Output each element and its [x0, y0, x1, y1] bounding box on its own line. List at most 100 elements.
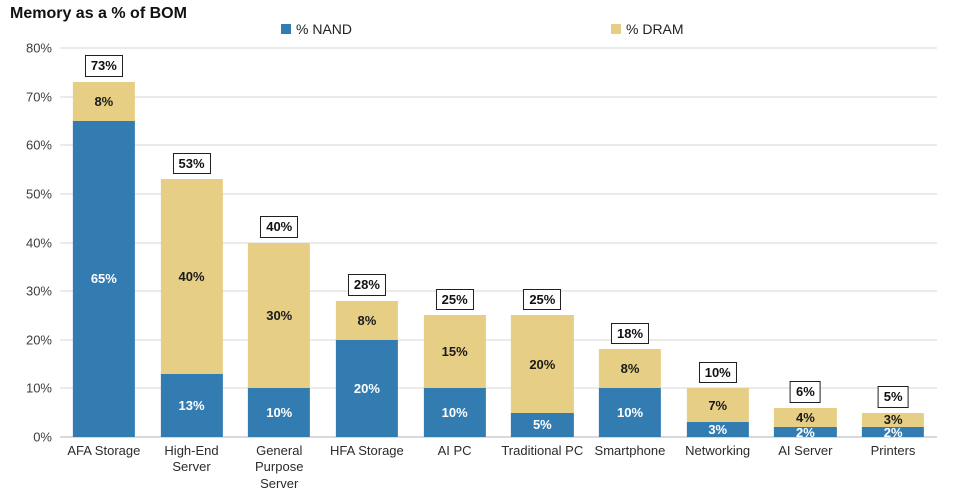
- bar-segment-dram: 7%: [686, 388, 749, 423]
- plot-area: 65% 8% 73% 13% 40% 53% 10% 30% 40% 20% 8% 28% 10% 15%…: [60, 47, 937, 438]
- x-axis-category-label-printers: Printers: [870, 443, 916, 458]
- bar-segment-nand: 2%: [774, 427, 837, 437]
- total-value-label: 18%: [611, 322, 650, 345]
- nand-value-label: 2%: [796, 427, 815, 437]
- bar-stack: 13% 40%: [160, 48, 223, 437]
- total-value-label: 6%: [790, 381, 821, 403]
- dram-value-label: 8%: [94, 93, 114, 109]
- nand-value-label: 20%: [353, 380, 380, 396]
- dram-legend-swatch-icon: [611, 24, 621, 34]
- gridline-60: [60, 144, 937, 147]
- x-axis-category-label-networking: Networking: [685, 443, 751, 458]
- gridline-30: [60, 290, 937, 293]
- x-axis: AFA Storage High-End Server General Purpos…: [60, 443, 937, 492]
- bar-segment-dram: 8%: [598, 349, 662, 389]
- dram-value-label: 3%: [883, 412, 903, 428]
- total-value-label: 25%: [435, 288, 474, 311]
- dram-value-label: 15%: [441, 344, 468, 360]
- bar-stack: 2% 3%: [862, 48, 925, 437]
- bar-stack: 5% 20%: [511, 48, 574, 437]
- total-value-label: 25%: [523, 288, 562, 311]
- gridline-20: [60, 338, 937, 341]
- bar-group-traditional-pc: 5% 20% 25%: [499, 48, 587, 437]
- y-axis-tick-label-50: 50%: [25, 186, 52, 202]
- bar-group-ai-server: 2% 4% 6%: [762, 48, 850, 437]
- bar-segment-nand: 2%: [862, 427, 925, 437]
- dram-value-label: 8%: [620, 361, 640, 377]
- legend-label-nand: % NAND: [296, 21, 353, 37]
- y-axis-tick-label-60: 60%: [25, 137, 52, 153]
- bar-stack: 10% 30%: [248, 48, 311, 437]
- bar-segment-nand: 10%: [248, 388, 311, 437]
- nand-value-label: 65%: [90, 271, 117, 287]
- legend-item-nand: % NAND: [281, 21, 352, 37]
- total-value-label: 5%: [877, 386, 909, 408]
- nand-value-label: 10%: [617, 405, 644, 421]
- total-value-label: 73%: [84, 55, 123, 78]
- bar-segment-nand: 13%: [160, 373, 223, 437]
- y-axis-tick-label-30: 30%: [25, 283, 52, 299]
- y-axis-tick-label-10: 10%: [25, 380, 52, 396]
- bar-segment-dram: 40%: [160, 179, 223, 374]
- legend-item-dram: % DRAM: [611, 21, 684, 37]
- total-value-label: 53%: [172, 152, 211, 175]
- bar-segment-nand: 3%: [686, 422, 749, 437]
- x-axis-category-label-traditional-pc: Traditional PC: [501, 443, 584, 458]
- dram-value-label: 30%: [266, 307, 293, 323]
- nand-value-label: 5%: [532, 417, 552, 433]
- x-axis-category-label-general-purpose-server: General Purpose Server: [255, 443, 304, 491]
- bar-segment-dram: 20%: [511, 315, 574, 413]
- nand-value-label: 10%: [441, 405, 468, 421]
- nand-legend-swatch-icon: [281, 24, 291, 34]
- dram-value-label: 7%: [708, 397, 728, 413]
- bar-stack: 65% 8%: [72, 48, 135, 437]
- bar-group-ai-pc: 10% 15% 25%: [411, 48, 499, 437]
- x-axis-category-label-smartphone: Smartphone: [594, 443, 666, 458]
- chart-title: Memory as a % of BOM: [10, 5, 187, 22]
- bar-segment-dram: 15%: [423, 315, 486, 389]
- nand-value-label: 10%: [266, 405, 293, 421]
- bar-group-smartphone: 10% 8% 18%: [586, 48, 674, 437]
- y-axis-tick-label-0: 0%: [33, 429, 52, 445]
- bar-segment-dram: 3%: [862, 412, 925, 428]
- bar-segment-nand: 10%: [598, 388, 662, 437]
- x-axis-category-label-hfa-storage: HFA Storage: [330, 443, 404, 458]
- bar-stack: 10% 15%: [423, 48, 486, 437]
- x-axis-category-label-high-end-server: High-End Server: [164, 443, 219, 475]
- x-axis-category-label-ai-pc: AI PC: [437, 443, 472, 458]
- total-value-label: 10%: [698, 361, 737, 384]
- bar-stack: 3% 7%: [686, 48, 749, 437]
- bar-segment-nand: 20%: [335, 339, 399, 437]
- gridline-10: [60, 387, 937, 390]
- gridline-50: [60, 192, 937, 195]
- bar-segment-dram: 8%: [335, 300, 399, 340]
- dram-value-label: 40%: [178, 269, 205, 285]
- bar-stack: 10% 8%: [598, 48, 662, 437]
- bar-segment-dram: 4%: [774, 407, 837, 428]
- bar-segment-nand: 65%: [72, 120, 135, 437]
- x-axis-category-label-afa-storage: AFA Storage: [67, 443, 141, 458]
- nand-value-label: 13%: [178, 397, 205, 413]
- y-axis: 0% 10% 20% 30% 40% 50% 60% 70% 80%: [0, 41, 52, 445]
- bar-group-high-end-server: 13% 40% 53%: [148, 48, 236, 437]
- x-axis-category-label-ai-server: AI Server: [778, 443, 833, 458]
- bar-segment-nand: 5%: [511, 412, 574, 437]
- nand-value-label: 2%: [883, 427, 903, 437]
- dram-value-label: 8%: [357, 312, 377, 328]
- total-value-label: 28%: [347, 274, 386, 296]
- bar-stack: 2% 4%: [774, 48, 837, 437]
- bar-group-hfa-storage: 20% 8% 28%: [323, 48, 411, 437]
- bar-segment-dram: 30%: [248, 242, 311, 389]
- bar-group-printers: 2% 3% 5%: [849, 48, 937, 437]
- gridline-70: [60, 95, 937, 98]
- bar-group-afa-storage: 65% 8% 73%: [60, 48, 148, 437]
- bar-group-general-purpose-server: 10% 30% 40%: [235, 48, 323, 437]
- nand-value-label: 3%: [708, 422, 728, 437]
- bar-segment-nand: 10%: [423, 388, 486, 437]
- y-axis-tick-label-70: 70%: [25, 89, 52, 105]
- bar-group-networking: 3% 7% 10%: [674, 48, 762, 437]
- total-value-label: 40%: [260, 215, 299, 238]
- y-axis-tick-label-20: 20%: [25, 332, 52, 348]
- bar-segment-dram: 8%: [72, 82, 135, 121]
- bar-stack: 20% 8%: [335, 48, 399, 437]
